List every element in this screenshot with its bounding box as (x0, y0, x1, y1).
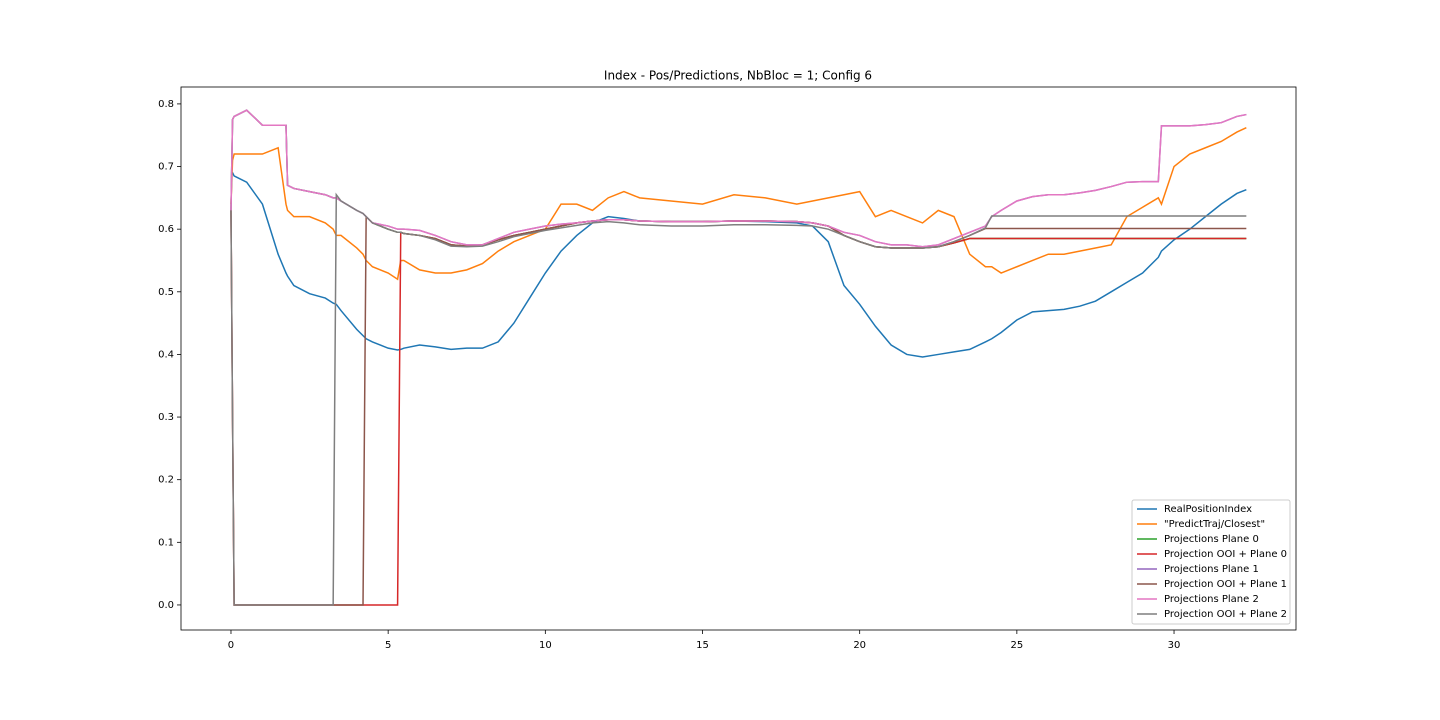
y-tick-label: 0.4 (158, 349, 174, 360)
y-tick-label: 0.3 (158, 412, 174, 423)
x-tick-label: 5 (385, 640, 391, 651)
chart-title: Index - Pos/Predictions, NbBloc = 1; Con… (604, 69, 872, 83)
legend-label: Projection OOI + Plane 0 (1164, 549, 1287, 560)
y-tick-label: 0.1 (158, 537, 174, 548)
y-tick-label: 0.2 (158, 475, 174, 486)
x-tick-label: 30 (1168, 640, 1181, 651)
x-tick-label: 25 (1010, 640, 1023, 651)
x-tick-label: 0 (228, 640, 234, 651)
legend-label: "PredictTraj/Closest" (1164, 519, 1265, 530)
y-tick-label: 0.6 (158, 224, 174, 235)
series-line (230, 192, 1247, 606)
legend-label: RealPositionIndex (1164, 504, 1252, 515)
legend-label: Projections Plane 0 (1164, 534, 1259, 545)
y-tick-label: 0.5 (158, 287, 174, 298)
x-tick-label: 10 (539, 640, 552, 651)
legend-label: Projection OOI + Plane 1 (1164, 579, 1287, 590)
legend-box (1131, 499, 1291, 625)
legend-label: Projections Plane 1 (1164, 564, 1259, 575)
y-tick-label: 0.7 (158, 162, 174, 173)
x-tick-label: 15 (696, 640, 709, 651)
y-tick-label: 0.8 (158, 99, 174, 110)
legend-label: Projections Plane 2 (1164, 594, 1259, 605)
legend-label: Projection OOI + Plane 2 (1164, 609, 1287, 620)
y-tick-label: 0.0 (158, 600, 174, 611)
plot-frame (180, 86, 1297, 631)
x-tick-label: 20 (853, 640, 866, 651)
